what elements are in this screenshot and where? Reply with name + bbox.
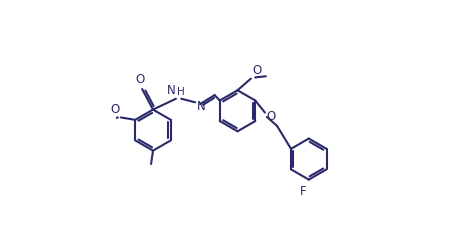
Text: N: N — [197, 99, 206, 112]
Text: F: F — [300, 184, 307, 197]
Text: O: O — [136, 72, 145, 85]
Text: O: O — [111, 103, 120, 115]
Text: O: O — [266, 110, 275, 122]
Text: O: O — [252, 64, 261, 77]
Text: N: N — [167, 83, 175, 96]
Text: H: H — [177, 86, 185, 96]
